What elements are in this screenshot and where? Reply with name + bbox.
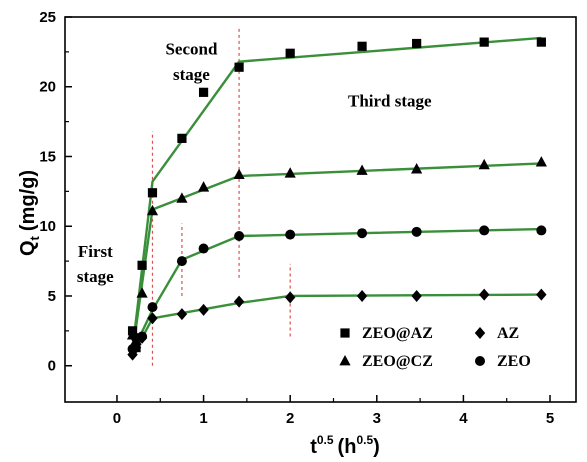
legend-marker-circle — [475, 356, 485, 366]
data-point-az — [536, 289, 546, 301]
data-point-zeo — [147, 302, 157, 312]
legend-label: AZ — [497, 325, 519, 342]
data-point-zeo-at-cz — [198, 181, 209, 191]
data-point-zeo-at-az — [199, 88, 208, 97]
data-point-zeo-at-cz — [479, 159, 490, 169]
data-point-zeo-at-az — [137, 261, 146, 270]
data-point-az — [198, 304, 208, 316]
data-point-zeo — [177, 256, 187, 266]
y-axis-label-unit: (mg/g) — [17, 170, 39, 231]
annot-first-stage-line2: stage — [77, 267, 114, 286]
stage-annotations: Second stage Third stage First stage — [77, 40, 432, 286]
y-tick-label: 0 — [48, 358, 56, 375]
y-axis-label-sub: t — [27, 235, 42, 240]
data-point-zeo-at-cz — [285, 167, 296, 177]
x-tick-label: 4 — [459, 410, 468, 427]
data-point-zeo-at-cz — [233, 169, 244, 179]
fit-lines — [133, 38, 542, 356]
annot-third-stage: Third stage — [348, 91, 432, 110]
legend-label: ZEO@CZ — [362, 353, 433, 370]
data-point-az — [285, 291, 295, 303]
data-point-zeo — [357, 228, 367, 238]
y-axis-label: Qt (mg/g) — [17, 170, 42, 256]
data-point-zeo-at-cz — [536, 156, 547, 166]
data-point-az — [357, 290, 367, 302]
y-tick-label: 10 — [39, 218, 56, 235]
legend-marker-diamond — [475, 327, 485, 339]
data-point-zeo-at-az — [412, 39, 421, 48]
data-point-az — [234, 296, 244, 308]
x-axis-label-unit: (h — [338, 436, 357, 458]
x-axis-label: t0.5 (h0.5) — [310, 433, 380, 458]
data-point-zeo — [199, 244, 209, 254]
data-point-zeo-at-az — [148, 188, 157, 197]
data-point-zeo — [536, 225, 546, 235]
x-axis-label-unit-close: ) — [373, 436, 380, 458]
annot-first-stage-line1: First — [78, 242, 113, 261]
data-point-zeo-at-az — [537, 38, 546, 47]
fit-line-zeo-at-cz — [133, 163, 542, 351]
data-point-zeo — [412, 227, 422, 237]
x-tick-label: 0 — [113, 410, 121, 427]
fit-line-az — [133, 295, 542, 356]
y-axis-label-q: Q — [17, 240, 39, 256]
data-point-zeo — [479, 225, 489, 235]
data-point-zeo-at-az — [234, 63, 243, 72]
y-tick-label: 25 — [39, 9, 56, 26]
x-tick-label: 5 — [546, 410, 554, 427]
legend-marker-square — [340, 328, 349, 337]
x-axis-label-sup: 0.5 — [317, 433, 334, 447]
data-point-az — [479, 289, 489, 301]
data-point-az — [411, 290, 421, 302]
legend-label: ZEO@AZ — [362, 325, 433, 342]
annot-second-stage-line1: Second — [165, 40, 218, 59]
data-point-zeo-at-az — [177, 134, 186, 143]
x-tick-label: 3 — [373, 410, 381, 427]
legend-marker-triangle — [339, 355, 350, 365]
x-tick-label: 2 — [286, 410, 294, 427]
x-axis-label-unit-sup: 0.5 — [356, 433, 373, 447]
annot-second-stage-line2: stage — [173, 65, 210, 84]
legend-label: ZEO — [497, 353, 531, 370]
y-tick-label: 15 — [39, 148, 56, 165]
x-tick-label: 1 — [199, 410, 207, 427]
y-tick-label: 20 — [39, 79, 56, 96]
plot-frame — [65, 17, 576, 402]
data-point-az — [147, 312, 157, 324]
data-point-az — [177, 308, 187, 320]
legend: ZEO@AZ AZ ZEO@CZ ZEO — [339, 325, 530, 370]
data-point-zeo — [234, 231, 244, 241]
data-point-zeo — [285, 230, 295, 240]
data-point-zeo-at-az — [357, 42, 366, 51]
y-tick-label: 5 — [48, 288, 56, 305]
data-point-zeo-at-az — [480, 38, 489, 47]
data-point-zeo-at-az — [286, 49, 295, 58]
